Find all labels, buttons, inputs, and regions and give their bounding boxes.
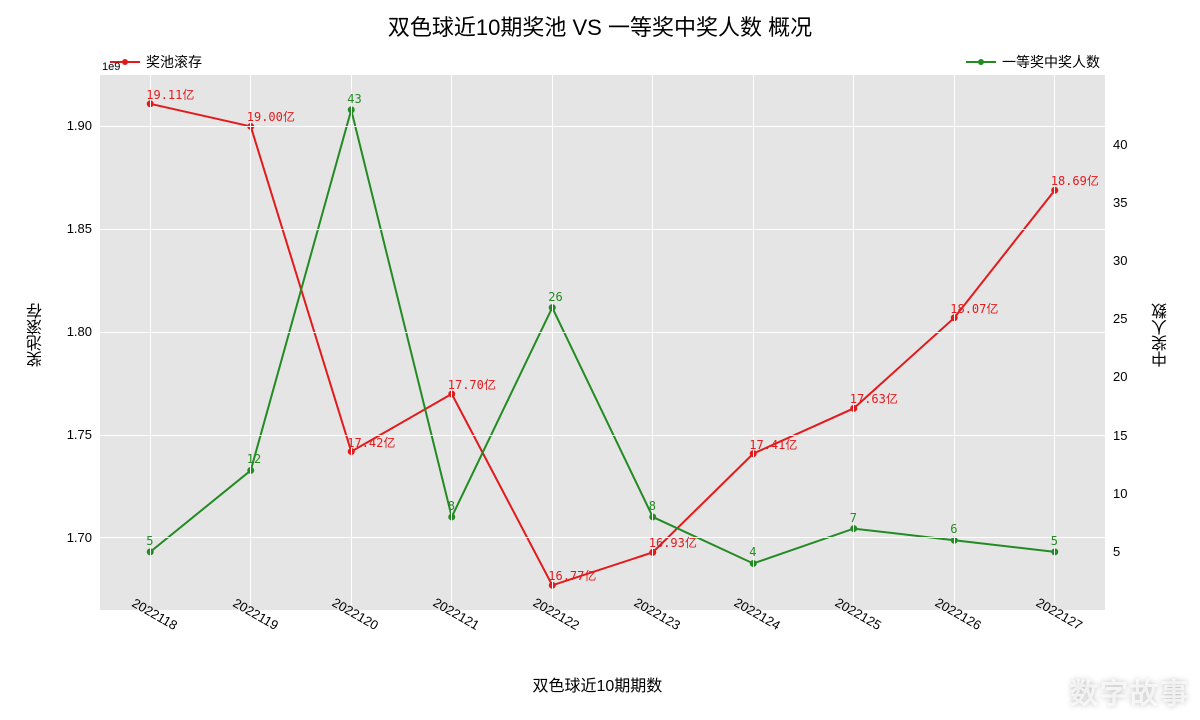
data-label: 12 (247, 452, 261, 466)
gridline-v (753, 75, 754, 610)
y-right-tick: 25 (1113, 311, 1127, 326)
data-label: 16.77亿 (548, 567, 596, 584)
gridline-v (250, 75, 251, 610)
gridline-v (853, 75, 854, 610)
y-right-tick: 40 (1113, 137, 1127, 152)
data-label: 7 (850, 511, 857, 525)
y-left-tick: 1.70 (67, 530, 92, 545)
y-left-tick: 1.75 (67, 427, 92, 442)
y-left-exponent: 1e9 (102, 61, 120, 73)
data-label: 17.63亿 (850, 390, 898, 407)
data-label: 5 (146, 534, 153, 548)
data-label: 19.00亿 (247, 108, 295, 125)
y-right-tick: 35 (1113, 195, 1127, 210)
chart-container: 双色球近10期奖池 VS 一等奖中奖人数 概况 奖池滚存 一等奖中奖人数 1e9… (0, 0, 1200, 720)
legend-pool: 奖池滚存 (110, 52, 202, 72)
legend-winners: 一等奖中奖人数 (966, 52, 1100, 72)
data-label: 5 (1051, 534, 1058, 548)
watermark: 数字故事 (1070, 672, 1190, 712)
data-label: 6 (950, 522, 957, 536)
y-right-tick: 20 (1113, 369, 1127, 384)
legend-winners-label: 一等奖中奖人数 (1002, 52, 1100, 72)
y-left-tick: 1.90 (67, 118, 92, 133)
y-right-tick: 30 (1113, 253, 1127, 268)
gridline-v (451, 75, 452, 610)
chart-title: 双色球近10期奖池 VS 一等奖中奖人数 概况 (0, 10, 1200, 42)
y-right-axis-label: 中奖人数 (1150, 303, 1174, 367)
gridline-v (1054, 75, 1055, 610)
data-label: 18.07亿 (950, 300, 998, 317)
data-label: 4 (749, 545, 756, 559)
x-axis-label: 双色球近10期期数 (533, 672, 663, 696)
data-label: 8 (448, 499, 455, 513)
y-left-axis-label: 奖池滚存 (25, 303, 49, 367)
data-label: 16.93亿 (649, 534, 697, 551)
y-left-tick: 1.85 (67, 221, 92, 236)
gridline-v (351, 75, 352, 610)
data-label: 19.11亿 (146, 86, 194, 103)
gridline-v (150, 75, 151, 610)
data-label: 17.70亿 (448, 376, 496, 393)
gridline-v (652, 75, 653, 610)
y-left-tick: 1.80 (67, 324, 92, 339)
data-label: 17.42亿 (347, 434, 395, 451)
y-right-tick: 10 (1113, 486, 1127, 501)
data-label: 8 (649, 499, 656, 513)
legend-pool-label: 奖池滚存 (146, 52, 202, 72)
y-right-tick: 15 (1113, 428, 1127, 443)
data-label: 17.41亿 (749, 436, 797, 453)
gridline-v (552, 75, 553, 610)
data-label: 43 (347, 92, 361, 106)
data-label: 26 (548, 290, 562, 304)
data-label: 18.69亿 (1051, 172, 1099, 189)
y-right-tick: 5 (1113, 544, 1120, 559)
